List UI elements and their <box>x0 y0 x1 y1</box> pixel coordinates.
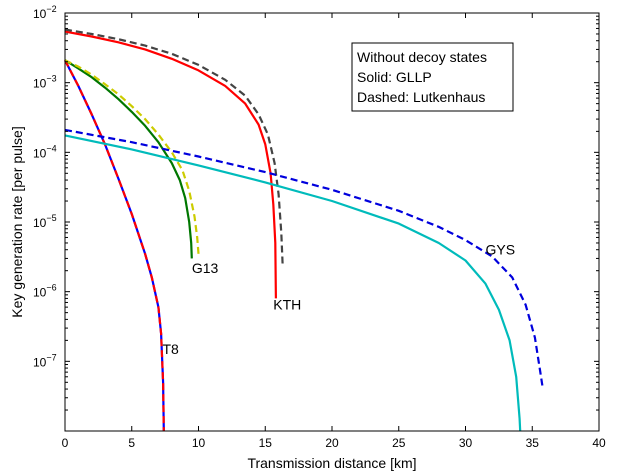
legend-line-3: Dashed: Lutkenhaus <box>357 89 485 105</box>
legend-line-2: Solid: GLLP <box>357 69 432 85</box>
curve-label-t8: T8 <box>162 341 179 357</box>
y-tick-label: 10−2 <box>33 4 57 21</box>
plot-background <box>65 13 599 431</box>
x-axis-label: Transmission distance [km] <box>247 455 416 471</box>
plot-frame <box>64 12 600 432</box>
curve-labels-group: T8 G13 KTH GYS <box>162 242 515 357</box>
x-tick-label: 15 <box>259 436 273 450</box>
series-kth-solid <box>64 30 277 299</box>
series-g13-dashed <box>64 59 200 254</box>
y-tick-label: 10−7 <box>33 352 57 369</box>
x-tick-label: 0 <box>62 436 69 450</box>
x-tick-label: 25 <box>392 436 406 450</box>
x-tick-label: 10 <box>192 436 206 450</box>
x-tick-label: 20 <box>325 436 339 450</box>
legend-box: Without decoy states Solid: GLLP Dashed:… <box>351 42 514 112</box>
y-tick-label: 10−5 <box>33 213 57 230</box>
series-gys-dashed <box>64 128 544 390</box>
y-tick-label: 10−4 <box>33 143 57 160</box>
legend-line-1: Without decoy states <box>357 49 487 65</box>
series-kth-dashed <box>64 28 284 264</box>
curve-label-g13: G13 <box>192 260 219 276</box>
series-t8-dashed <box>64 59 165 432</box>
y-axis-label: Key generation rate [per pulse] <box>9 126 25 317</box>
legend-frame <box>351 42 514 112</box>
curves-group <box>64 28 544 432</box>
curve-label-gys: GYS <box>486 242 516 258</box>
y-tick-label: 10−3 <box>33 74 57 91</box>
curve-label-kth: KTH <box>273 297 301 313</box>
x-tick-label: 40 <box>592 436 606 450</box>
x-tick-label: 5 <box>128 436 135 450</box>
x-tick-label: 30 <box>459 436 473 450</box>
series-gys-solid <box>64 134 522 432</box>
y-tick-label: 10−6 <box>33 283 57 300</box>
ticks-group: 0 5 10 15 20 25 30 35 40 10−2 10−3 10−4 10−5 10−6 10−7 <box>33 4 606 450</box>
x-tick-label: 35 <box>526 436 540 450</box>
series-g13-solid <box>64 59 193 259</box>
